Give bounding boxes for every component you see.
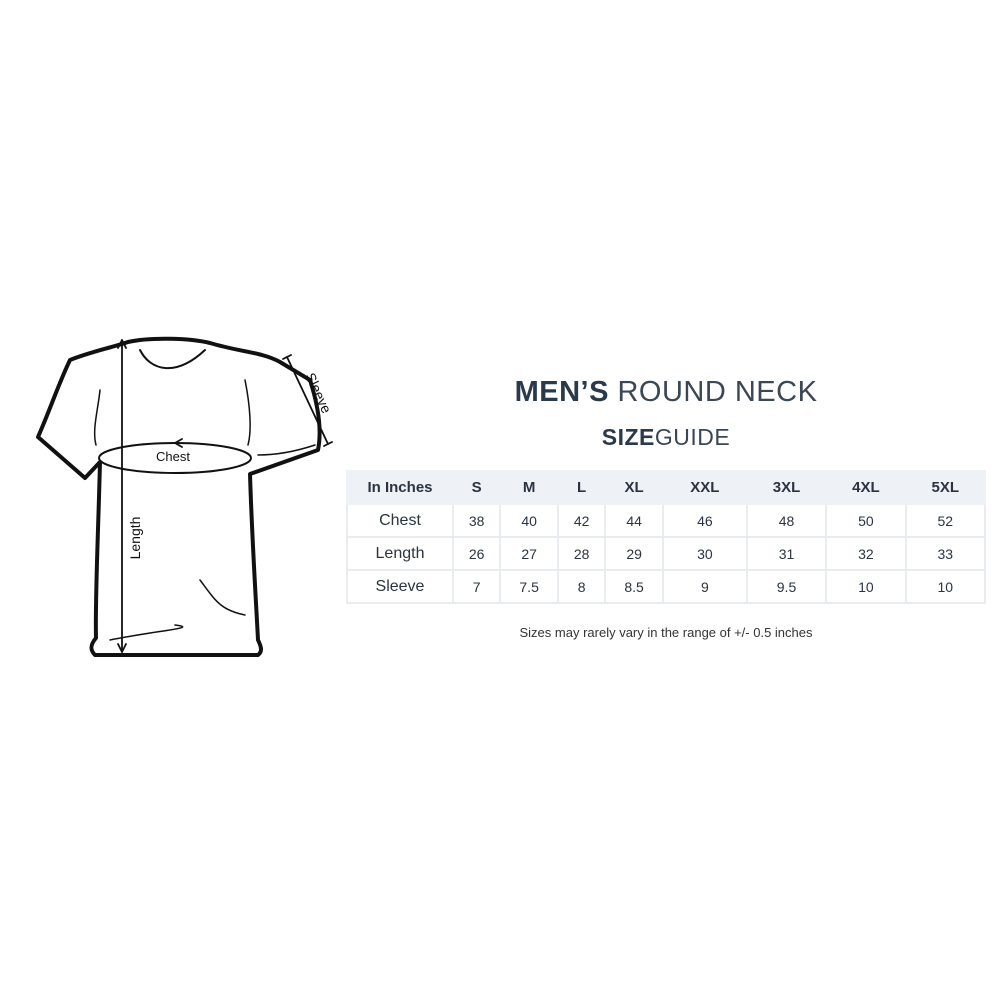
sleeve-arrow [286,356,329,445]
title-bold: MEN’S [514,376,609,408]
table-cell: 33 [904,536,987,571]
table-row: Length 26 27 28 29 30 31 32 33 [346,536,987,571]
sleeve-arrow-heads [282,354,333,447]
table-cell: 8 [556,569,607,604]
row-label: Length [346,536,454,571]
table-cell: 10 [904,569,987,604]
tshirt-diagram: Chest Length Sleeve [36,336,335,657]
chest-label: Chest [156,449,190,464]
header-unit: In Inches [346,470,454,505]
header-size: XXL [661,470,748,505]
header-size: 5XL [904,470,987,505]
sleeve-label: Sleeve [302,370,335,416]
table-cell: 26 [451,536,502,571]
header-size: L [556,470,607,505]
table-cell: 44 [604,503,664,538]
table-cell: 50 [825,503,907,538]
page-title: MEN’S ROUND NECK [346,376,986,409]
size-note: Sizes may rarely vary in the range of +/… [519,625,813,640]
table-cell: 31 [745,536,828,571]
table-cell: 32 [825,536,907,571]
table-cell: 7.5 [499,569,559,604]
table-cell: 42 [556,503,607,538]
fold-lines [93,379,316,641]
subtitle-bold: SIZE [601,424,655,450]
subtitle-rest: GUIDE [654,424,731,450]
header-size: M [499,470,559,505]
header-size: XL [604,470,664,505]
table-cell: 8.5 [604,569,664,604]
collar [139,349,206,369]
table-cell: 38 [451,503,502,538]
chest-arrow-head [174,438,183,448]
row-label: Sleeve [346,569,454,604]
table-row: Chest 38 40 42 44 46 48 50 52 [346,503,987,538]
table-cell: 9.5 [745,569,828,604]
table-cell: 7 [451,569,502,604]
size-table: In Inches S M L XL XXL 3XL 4XL 5XL Chest 38 40 42 44… [346,470,987,604]
table-cell: 30 [661,536,748,571]
row-label: Chest [346,503,454,538]
table-row: Sleeve 7 7.5 8 8.5 9 9.5 10 10 [346,569,987,604]
header-size: 4XL [825,470,907,505]
table-cell: 29 [604,536,664,571]
title-rest: ROUND NECK [617,376,818,408]
length-label: Length [127,517,143,560]
header-size: 3XL [745,470,828,505]
tshirt-outline [36,336,322,657]
table-cell: 46 [661,503,748,538]
table-cell: 27 [499,536,559,571]
table-cell: 40 [499,503,559,538]
table-header-row: In Inches S M L XL XXL 3XL 4XL 5XL [346,470,987,505]
table-cell: 9 [661,569,748,604]
header-size: S [451,470,502,505]
table-cell: 28 [556,536,607,571]
length-arrow-heads [117,339,127,653]
table-cell: 48 [745,503,828,538]
table-cell: 52 [904,503,987,538]
page-subtitle: SIZEGUIDE [346,424,986,451]
table-cell: 10 [825,569,907,604]
